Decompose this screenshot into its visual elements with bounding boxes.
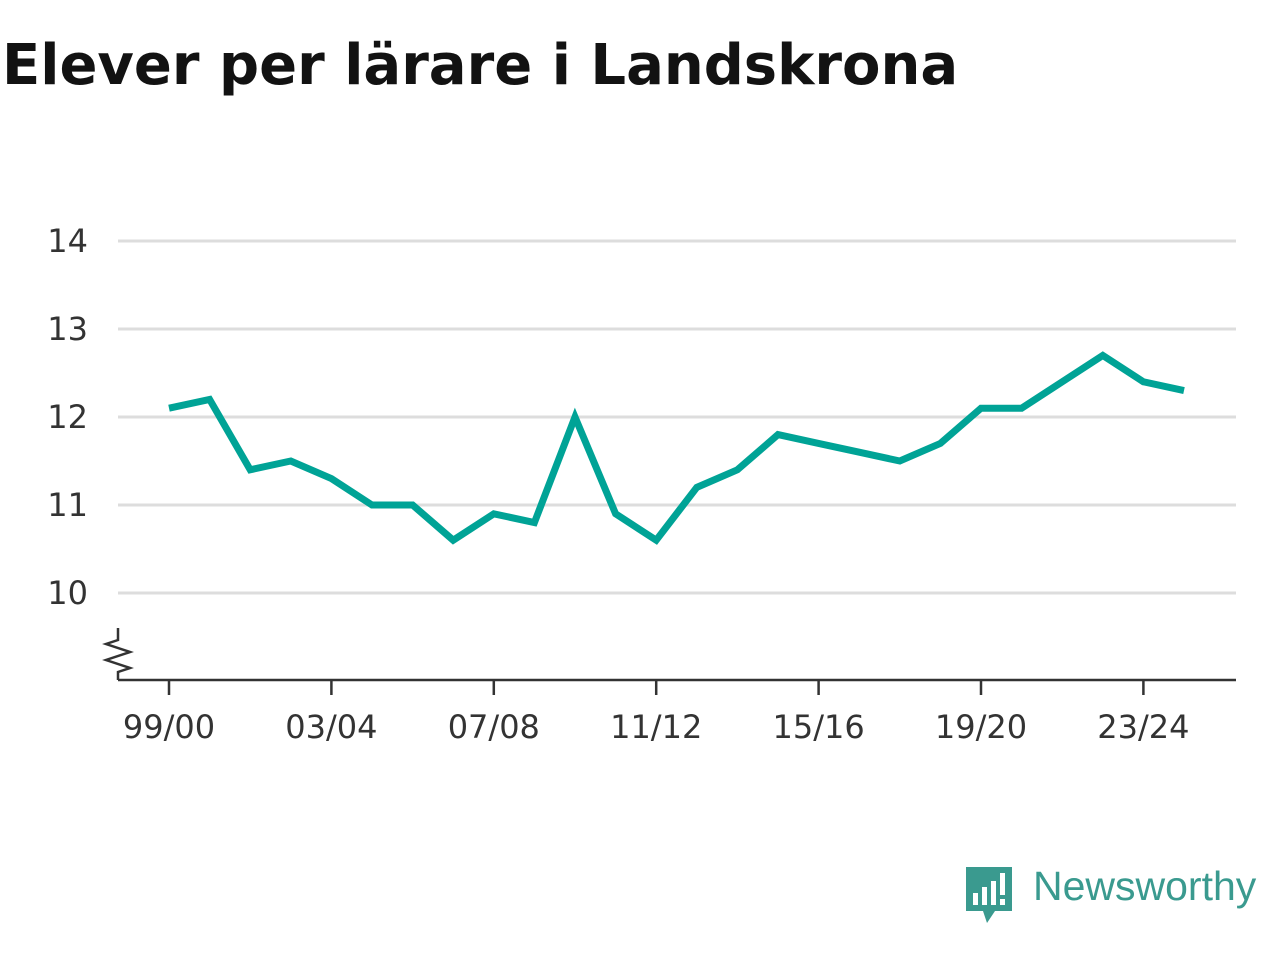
chart-title: Elever per lärare i Landskrona [2,33,959,98]
brand-name: Newsworthy [1033,862,1257,909]
newsworthy-logo-icon [966,867,1012,923]
x-tick-label-11-12: 11/12 [610,708,702,746]
x-tick-label-19-20: 19/20 [935,708,1027,746]
grid-layer [118,239,1236,595]
axis-break-marker [102,628,134,680]
series-line-0 [168,351,1185,545]
y-tick-label-14: 14 [47,222,88,260]
y-tick-labels: 10 11 12 13 14 [47,222,88,612]
y-tick-label-11: 11 [47,486,88,524]
x-tick-label-15-16: 15/16 [772,708,864,746]
y-tick-label-10: 10 [47,574,88,612]
y-tick-label-13: 13 [47,310,88,348]
x-axis [102,628,1236,695]
x-tick-labels: 99/00 03/04 07/08 11/12 15/16 19/20 23/24 [123,708,1190,746]
series-layer [168,351,1185,545]
x-tick-label-07-08: 07/08 [448,708,540,746]
brand-logo: Newsworthy [963,862,1257,928]
x-tick-label-99-00: 99/00 [123,708,215,746]
x-tick-label-23-24: 23/24 [1097,708,1189,746]
y-tick-label-12: 12 [47,398,88,436]
x-tick-label-03-04: 03/04 [285,708,377,746]
